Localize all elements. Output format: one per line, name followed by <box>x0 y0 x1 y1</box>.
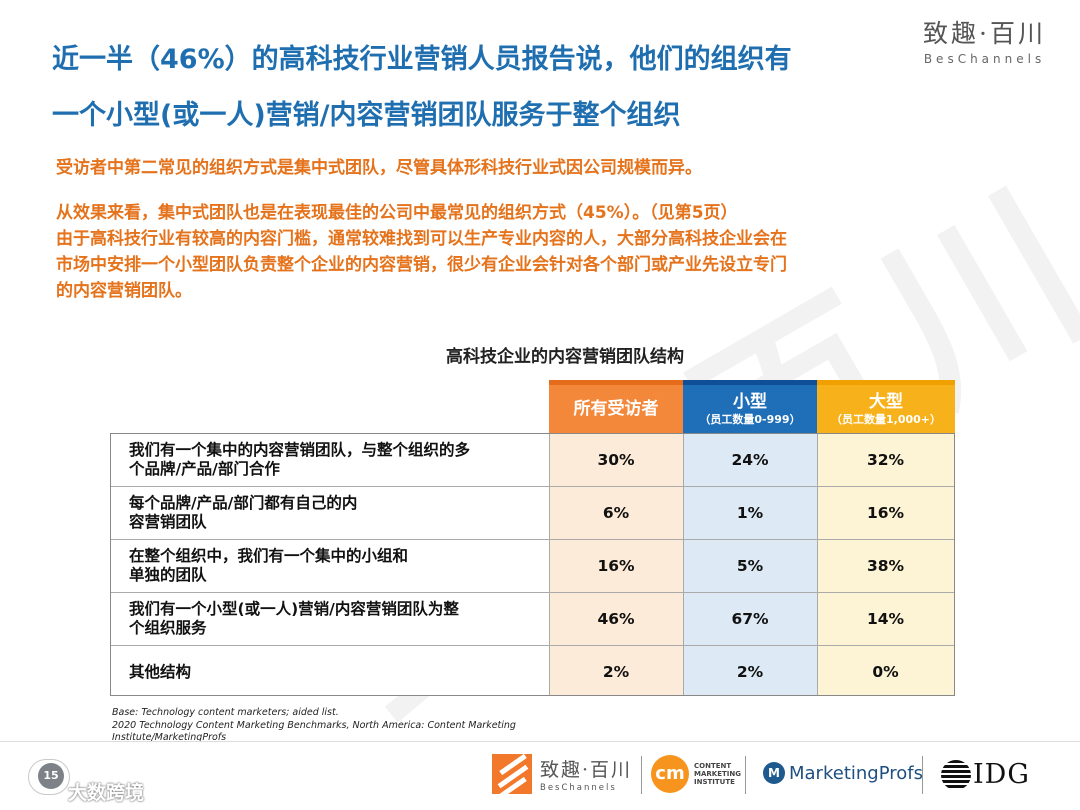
page-title-line-2: 一个小型(或一人)营销/内容营销团队服务于整个组织 <box>52 100 681 131</box>
row-label: 其他结构 <box>129 646 539 698</box>
column-header-small: 小型 （员工数量0-999） <box>683 380 817 433</box>
cmi-logo-line: MARKETING <box>694 770 741 778</box>
beschannels-logo-bottom: 致趣·百川 BesChannels <box>492 754 632 794</box>
intro-paragraph-2: 从效果来看，集中式团队也是在表现最佳的公司中最常见的组织方式（45%）。（见第5… <box>56 200 976 304</box>
beschannels-logo-bottom-en: BesChannels <box>540 783 617 793</box>
page-number-badge: 15 <box>28 759 70 795</box>
row-label-line: 我们有一个集中的内容营销团队，与整个组织的多 <box>129 441 471 459</box>
marketingprofs-logo: M MarketingProfs <box>763 762 923 784</box>
value-all: 16% <box>597 557 635 575</box>
beschannels-logo-top-cn: 致趣·百川 <box>923 19 1046 48</box>
value-small: 2% <box>736 663 764 681</box>
intro-paragraph-2-line: 市场中安排一个小型团队负责整个企业的内容营销，很少有企业会针对各个部门或产业先设… <box>56 255 787 275</box>
cmi-logo-line: INSTITUTE <box>694 778 735 786</box>
row-label-line: 容营销团队 <box>129 513 207 531</box>
value-all: 6% <box>602 504 630 522</box>
value-all: 30% <box>597 451 635 469</box>
row-label: 每个品牌/产品/部门都有自己的内 容营销团队 <box>129 487 539 539</box>
team-structure-table: 我们有一个集中的内容营销团队，与整个组织的多 个品牌/产品/部门合作 30% 2… <box>110 433 955 696</box>
beschannels-logo-top-en: BesChannels <box>923 52 1046 66</box>
intro-paragraph-2-line: 的内容营销团队。 <box>56 281 192 301</box>
value-small: 5% <box>736 557 764 575</box>
idg-globe-icon <box>941 759 971 790</box>
value-large: 0% <box>872 663 899 681</box>
page-title: 近一半（46%）的高科技行业营销人员报告说，他们的组织有 一个小型(或一人)营销… <box>52 32 912 144</box>
row-label-line: 个品牌/产品/部门合作 <box>129 460 280 478</box>
intro-paragraph-1-text: 受访者中第二常见的组织方式是集中式团队，尽管具体形科技行业式因公司规模而异。 <box>56 158 702 178</box>
row-label: 我们有一个集中的内容营销团队，与整个组织的多 个品牌/产品/部门合作 <box>129 434 539 486</box>
table-row: 其他结构 2% 2% 0% <box>111 646 954 698</box>
row-label-line: 个组织服务 <box>129 619 207 637</box>
column-divider <box>549 434 550 695</box>
column-bg-all <box>549 434 683 695</box>
table-row: 我们有一个小型(或一人)营销/内容营销团队为整 个组织服务 46% 67% 14… <box>111 593 954 646</box>
value-large: 32% <box>866 451 905 469</box>
row-label-line: 其他结构 <box>129 662 192 681</box>
intro-paragraph-2-line: 从效果来看，集中式团队也是在表现最佳的公司中最常见的组织方式（45%）。（见第5… <box>56 203 738 223</box>
source-line: Institute/MarketingProfs <box>112 732 227 743</box>
table-row: 我们有一个集中的内容营销团队，与整个组织的多 个品牌/产品/部门合作 30% 2… <box>111 434 954 487</box>
row-label-line: 每个品牌/产品/部门都有自己的内 <box>129 494 358 512</box>
intro-paragraph-1: 受访者中第二常见的组织方式是集中式团队，尽管具体形科技行业式因公司规模而异。 <box>56 155 976 181</box>
beschannels-logo-top: 致趣·百川 BesChannels <box>923 14 1046 66</box>
intro-paragraph-2-line: 由于高科技行业有较高的内容门槛，通常较难找到可以生产专业内容的人，大部分高科技企… <box>56 229 787 249</box>
row-label: 我们有一个小型(或一人)营销/内容营销团队为整 个组织服务 <box>129 593 539 645</box>
marketingprofs-mark-icon: M <box>763 762 785 784</box>
source-line: 2020 Technology Content Marketing Benchm… <box>112 719 516 731</box>
row-label-line: 单独的团队 <box>129 566 207 584</box>
footer-separator <box>745 756 746 794</box>
source-note: Base: Technology content marketers; aide… <box>112 707 552 745</box>
page-title-line-1: 近一半（46%）的高科技行业营销人员报告说，他们的组织有 <box>52 44 792 75</box>
marketingprofs-logo-text: MarketingProfs <box>789 762 923 784</box>
value-all: 46% <box>597 610 635 628</box>
column-header-all-respondents: 所有受访者 <box>549 380 683 433</box>
column-divider <box>817 434 818 695</box>
table-row: 每个品牌/产品/部门都有自己的内 容营销团队 6% 1% 16% <box>111 487 954 540</box>
value-small: 67% <box>731 610 769 628</box>
column-header-small-label: 小型 <box>733 392 767 412</box>
value-small: 24% <box>731 451 769 469</box>
beschannels-mark-icon <box>492 754 532 794</box>
column-header-small-sub: （员工数量0-999） <box>699 413 801 426</box>
column-header-all-label: 所有受访者 <box>573 399 659 419</box>
beschannels-logo-bottom-cn: 致趣·百川 <box>540 759 633 781</box>
table-row: 在整个组织中，我们有一个集中的小组和 单独的团队 16% 5% 38% <box>111 540 954 593</box>
bottom-watermark: 大数跨境 <box>68 782 145 804</box>
value-large: 14% <box>866 610 905 628</box>
cmi-logo-line: CONTENT <box>694 762 732 770</box>
footer-divider <box>0 741 1080 742</box>
value-large: 38% <box>866 557 905 575</box>
idg-logo: IDG <box>941 759 1030 790</box>
value-small: 1% <box>736 504 764 522</box>
row-label-line: 我们有一个小型(或一人)营销/内容营销团队为整 <box>129 600 459 618</box>
value-all: 2% <box>602 663 630 681</box>
cmi-mark-icon: cm <box>651 755 689 793</box>
source-line: Base: Technology content marketers; aide… <box>112 707 339 718</box>
column-divider <box>683 434 684 695</box>
column-bg-small <box>683 434 817 695</box>
cmi-logo: cm CONTENT MARKETING INSTITUTE <box>651 755 741 793</box>
table-title: 高科技企业的内容营销团队结构 <box>446 347 684 367</box>
row-label-line: 在整个组织中，我们有一个集中的小组和 <box>129 547 409 565</box>
value-large: 16% <box>866 504 905 522</box>
idg-logo-text: IDG <box>973 759 1030 790</box>
footer-separator <box>922 756 923 794</box>
column-bg-large <box>817 434 954 695</box>
footer-separator <box>641 756 642 794</box>
column-header-large: 大型 （员工数量1,000+） <box>817 380 955 433</box>
column-header-large-sub: （员工数量1,000+） <box>830 413 941 426</box>
row-label: 在整个组织中，我们有一个集中的小组和 单独的团队 <box>129 540 539 592</box>
column-header-large-label: 大型 <box>869 392 903 412</box>
